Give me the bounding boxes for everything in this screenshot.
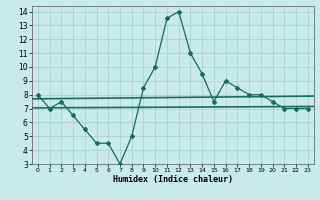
X-axis label: Humidex (Indice chaleur): Humidex (Indice chaleur)	[113, 175, 233, 184]
